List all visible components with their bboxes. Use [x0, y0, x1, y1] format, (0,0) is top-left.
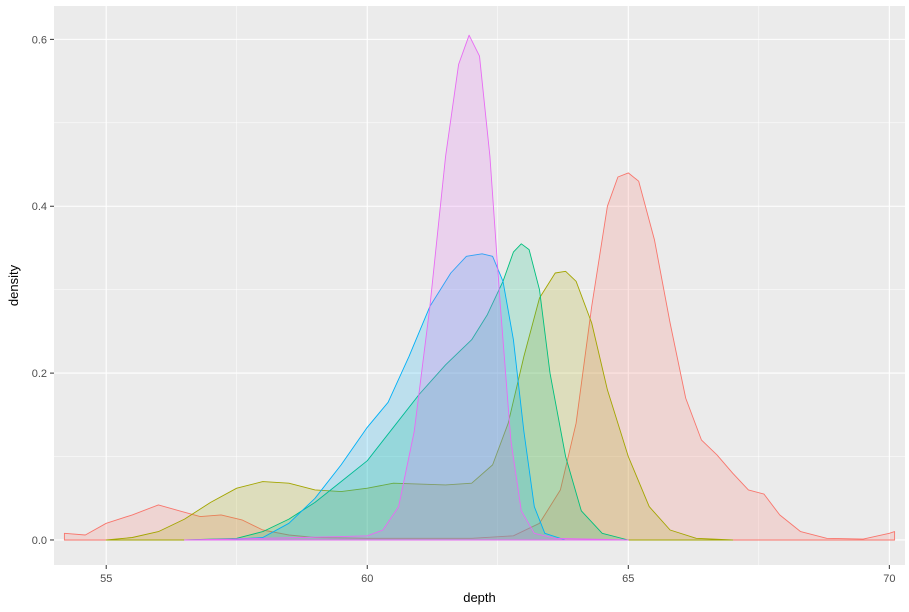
y-axis-tick-labels: 0.0 0.2 0.4 0.6: [32, 34, 47, 547]
x-tick-label: 60: [361, 573, 373, 585]
x-tick-label: 55: [100, 573, 112, 585]
y-tick-label: 0.0: [32, 535, 47, 547]
x-axis-tick-labels: 55 60 65 70: [100, 573, 895, 585]
y-axis-title: density: [6, 264, 21, 306]
density-area-series-3: [184, 243, 629, 541]
y-tick-label: 0.4: [32, 201, 47, 213]
density-areas: [63, 34, 896, 541]
plot-panel: [54, 6, 905, 565]
x-tick-label: 70: [883, 573, 895, 585]
x-axis-title: depth: [463, 590, 496, 605]
y-tick-label: 0.2: [32, 368, 47, 380]
density-area-series-4: [220, 253, 567, 541]
density-area-series-5: [184, 34, 629, 541]
x-tick-label: 65: [622, 573, 634, 585]
y-tick-label: 0.6: [32, 34, 47, 46]
axis-ticks: [50, 38, 890, 569]
density-area-series-2: [105, 270, 734, 541]
density-area-series-1: [63, 172, 896, 541]
